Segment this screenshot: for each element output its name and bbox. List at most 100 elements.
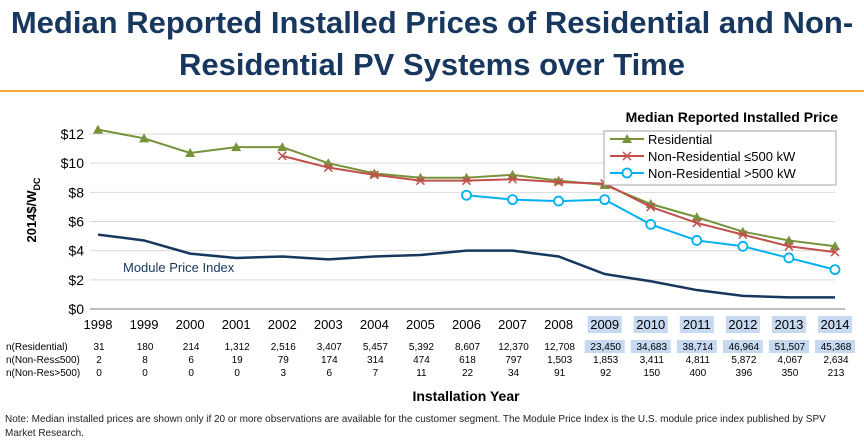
count-cell: 12,708 — [544, 342, 575, 353]
x-tick-label: 2000 — [176, 317, 205, 332]
data-point — [508, 174, 518, 184]
count-cell: 0 — [234, 368, 240, 379]
count-cell: 618 — [459, 355, 476, 366]
data-point — [783, 252, 795, 264]
legend-label: Non-Residential >500 kW — [648, 166, 796, 181]
data-point — [277, 151, 287, 161]
x-tick-label: 2006 — [452, 317, 481, 332]
count-cell: 4,811 — [686, 355, 711, 366]
count-cell: 22 — [462, 368, 474, 379]
count-cell: 11 — [416, 368, 427, 379]
count-cell: 180 — [137, 342, 154, 353]
data-point — [830, 241, 840, 251]
year-highlight — [771, 316, 806, 333]
count-cell: 0 — [96, 368, 102, 379]
count-highlight — [815, 340, 855, 353]
data-point — [415, 176, 425, 186]
count-cell: 92 — [600, 368, 612, 379]
y-axis-label: 2014$/WDC — [24, 177, 42, 243]
count-cell: 23,450 — [590, 342, 621, 353]
legend-marker — [622, 134, 632, 143]
count-cell: 38,714 — [683, 342, 714, 353]
slide-title: Median Reported Installed Prices of Resi… — [10, 5, 854, 82]
count-cell: 314 — [367, 355, 384, 366]
data-point — [553, 195, 565, 207]
data-point — [783, 235, 794, 245]
count-cell: 46,964 — [729, 342, 760, 353]
data-point — [231, 142, 242, 152]
year-highlight — [633, 316, 668, 333]
count-cell: 6 — [188, 355, 194, 366]
data-point — [692, 218, 702, 228]
x-tick-label: 1998 — [84, 317, 113, 332]
chart-title: Median Reported Installed Price — [626, 109, 839, 125]
count-cell: 31 — [93, 342, 105, 353]
count-cell: 5,457 — [363, 342, 388, 353]
data-point — [599, 194, 611, 206]
data-point — [277, 142, 288, 152]
year-highlight — [725, 316, 760, 333]
x-tick-label: 2003 — [314, 317, 343, 332]
data-point — [738, 230, 748, 240]
data-point — [93, 124, 103, 134]
count-cell: 45,368 — [821, 342, 852, 353]
legend-label: Non-Residential ≤500 kW — [648, 149, 796, 164]
x-tick-label: 1999 — [130, 317, 159, 332]
count-cell: 174 — [321, 355, 338, 366]
data-point — [507, 194, 518, 206]
count-cell: 0 — [142, 368, 148, 379]
data-point — [185, 147, 196, 157]
count-cell: 5,872 — [731, 355, 756, 366]
y-tick-label: $12 — [61, 126, 85, 142]
count-cell: 12,370 — [498, 342, 529, 353]
y-tick-label: $8 — [68, 184, 84, 200]
count-cell: 79 — [278, 355, 290, 366]
count-cell: 3,411 — [640, 355, 665, 366]
count-cell: 3 — [280, 368, 286, 379]
data-point — [691, 212, 702, 222]
data-point — [139, 133, 150, 143]
count-cell: 214 — [183, 342, 200, 353]
x-tick-label: 2010 — [636, 317, 665, 332]
count-highlight — [768, 340, 809, 353]
count-highlight — [722, 340, 763, 353]
y-tick-label: $6 — [68, 214, 84, 230]
count-cell: 350 — [782, 368, 799, 379]
year-highlight — [587, 316, 622, 333]
count-cell: 4,067 — [777, 355, 802, 366]
count-row-label: n(Residential) — [6, 342, 68, 353]
year-highlight — [818, 316, 852, 333]
x-axis-label: Installation Year — [412, 388, 520, 404]
y-tick-label: $4 — [68, 243, 84, 259]
x-tick-label: 2012 — [728, 317, 757, 332]
data-point — [369, 170, 379, 180]
count-cell: 5,392 — [409, 342, 434, 353]
count-highlight — [630, 340, 671, 353]
x-tick-label: 2011 — [683, 317, 711, 332]
x-tick-label: 2014 — [821, 317, 850, 332]
count-cell: 474 — [413, 355, 430, 366]
series-line — [97, 233, 835, 299]
count-cell: 797 — [505, 355, 522, 366]
data-point — [461, 189, 472, 201]
count-cell: 150 — [643, 368, 660, 379]
year-highlight — [679, 316, 714, 333]
data-point — [646, 202, 656, 212]
count-row-label: n(Non-Res>500) — [6, 368, 80, 379]
y-tick-label: $10 — [61, 155, 85, 171]
footnote: Note: Median installed prices are shown … — [5, 414, 826, 439]
count-cell: 8,607 — [455, 342, 480, 353]
count-cell: 7 — [373, 368, 379, 379]
data-point — [830, 247, 840, 257]
x-tick-label: 2002 — [268, 317, 297, 332]
series-inline-label: Module Price Index — [123, 260, 235, 275]
count-cell: 213 — [828, 368, 845, 379]
count-cell: 2 — [96, 355, 102, 366]
legend-marker — [622, 151, 632, 161]
count-cell: 19 — [232, 355, 244, 366]
count-cell: 91 — [554, 368, 566, 379]
data-point — [645, 219, 657, 230]
count-cell: 6 — [327, 368, 333, 379]
count-cell: 1,853 — [593, 355, 618, 366]
